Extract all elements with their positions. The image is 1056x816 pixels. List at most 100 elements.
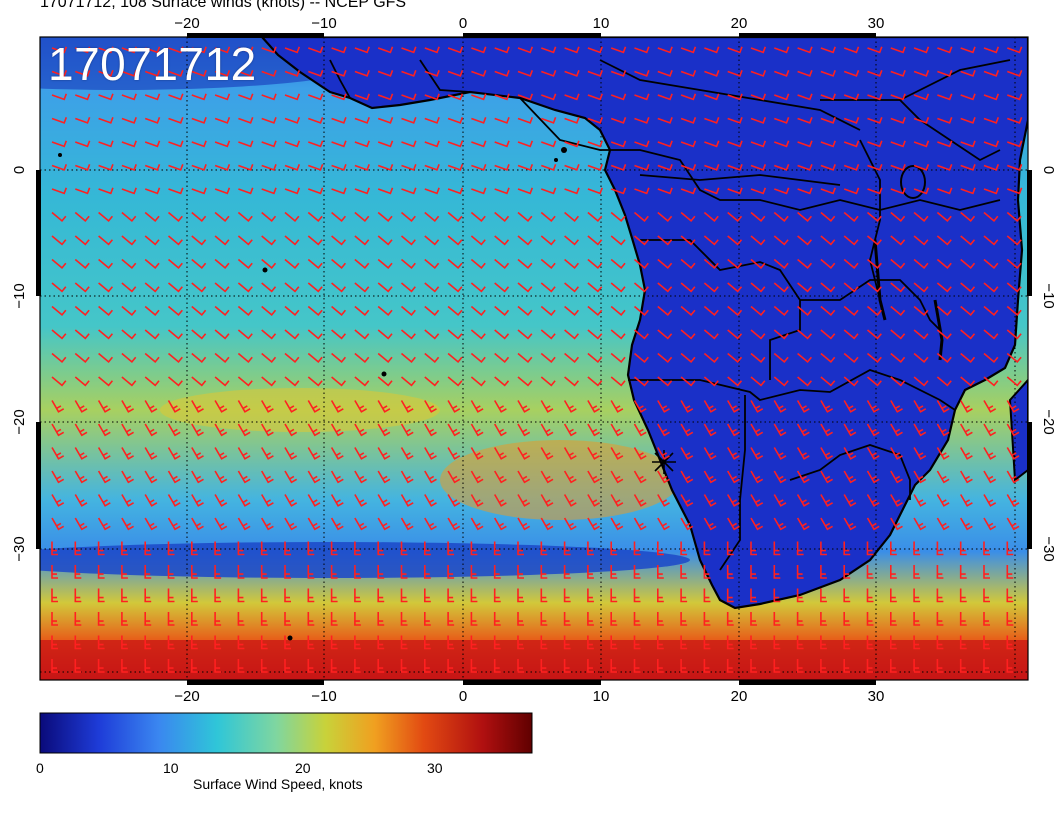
wind-barb-icon [191,565,198,579]
wind-barb-icon [563,588,571,603]
wind-barb-icon [633,517,647,531]
wind-barb-icon [284,565,291,579]
wind-barb-icon [447,258,463,270]
wind-barb-icon [377,187,394,195]
wind-barb-icon [307,329,323,340]
wind-barb-icon [913,305,929,317]
wind-barb-icon [308,187,324,195]
wind-barb-icon [354,140,370,148]
wind-barb-icon [680,612,688,626]
wind-barb-icon [167,305,183,317]
wind-barb-icon [494,470,507,484]
wind-barb-icon [983,211,999,223]
wind-barb-icon [937,140,953,148]
wind-barb-icon [634,70,650,77]
wind-barb-icon [890,352,906,364]
wind-barb-icon [680,423,694,437]
wind-barb-icon [51,329,67,340]
wind-barb-icon [331,140,347,148]
wind-barb-icon [260,541,268,556]
wind-barb-icon [796,588,804,603]
wind-barb-icon [680,187,697,195]
wind-barb-icon [773,541,781,556]
wind-barb-icon [424,140,440,148]
wind-barb-icon [1006,211,1022,223]
wind-barb-icon [447,93,464,101]
wind-barb-icon [400,305,416,317]
wind-barb-icon [703,565,711,579]
wind-barb-icon [750,400,764,413]
wind-barb-icon [191,494,204,507]
wind-barb-icon [51,494,65,507]
wind-barb-icon [331,164,347,171]
wind-barb-icon [261,517,274,531]
wind-barb-icon [866,376,882,387]
wind-barb-icon [890,612,897,626]
wind-barb-icon [214,400,228,413]
wind-barb-icon [890,659,897,673]
wind-barb-icon [890,635,897,650]
wind-barb-icon [331,376,347,387]
wind-barb-icon [354,70,370,77]
wind-barb-icon [237,235,253,246]
wind-barb-icon [51,565,58,579]
wind-barb-icon [843,376,859,387]
wind-barb-icon [633,470,647,484]
wind-barb-icon [587,376,603,387]
wind-barb-icon [330,400,344,413]
wind-barb-icon [657,46,673,54]
wind-barb-icon [237,352,253,364]
wind-barb-icon [330,659,338,673]
wind-barb-icon [98,70,114,77]
wind-barb-icon [144,659,152,673]
wind-barb-icon [867,117,883,124]
wind-barb-icon [237,659,245,673]
wind-barb-icon [517,164,534,171]
wind-barb-icon [867,93,883,101]
wind-barb-icon [517,117,534,124]
wind-barb-icon [633,352,649,364]
wind-barb-icon [377,117,394,124]
wind-barb-icon [377,329,393,340]
wind-barb-icon [401,164,417,171]
wind-barb-icon [377,46,394,54]
wind-barb-icon [890,329,906,340]
wind-barb-icon [307,305,323,317]
wind-barb-icon [74,565,82,579]
wind-barb-icon [843,164,860,171]
wind-barb-icon [703,612,711,626]
wind-barb-icon [307,423,321,437]
wind-barb-icon [680,70,697,77]
wind-barb-icon [563,541,571,556]
wind-barb-icon [587,235,603,246]
wind-barb-icon [74,470,88,484]
wind-barb-icon [470,565,478,579]
wind-barb-icon [960,305,976,317]
wind-barb-icon [191,352,207,364]
wind-barb-icon [121,376,137,387]
wind-barb-icon [563,494,577,507]
wind-barb-icon [983,470,997,484]
wind-barb-icon [471,140,487,148]
wind-barb-icon [331,70,347,77]
wind-barb-icon [657,612,664,626]
wind-barb-icon [1006,494,1020,507]
wind-barb-icon [307,494,321,507]
wind-barb-icon [797,211,813,223]
wind-barb-icon [401,117,417,124]
wind-barb-icon [424,635,431,650]
wind-barb-icon [98,140,114,148]
wind-barb-icon [867,164,883,171]
wind-barb-icon [424,423,437,437]
wind-barb-icon [960,400,973,413]
wind-barb-icon [354,588,361,603]
wind-barb-icon [214,447,228,460]
colorbar-tick-label: 30 [427,760,443,776]
wind-barb-icon [657,517,670,531]
wind-barb-icon [191,93,207,101]
wind-barb-icon [447,659,455,673]
wind-barb-icon [913,423,927,437]
wind-barb-icon [284,423,298,437]
wind-barb-icon [866,470,880,484]
wind-barb-icon [633,211,649,223]
